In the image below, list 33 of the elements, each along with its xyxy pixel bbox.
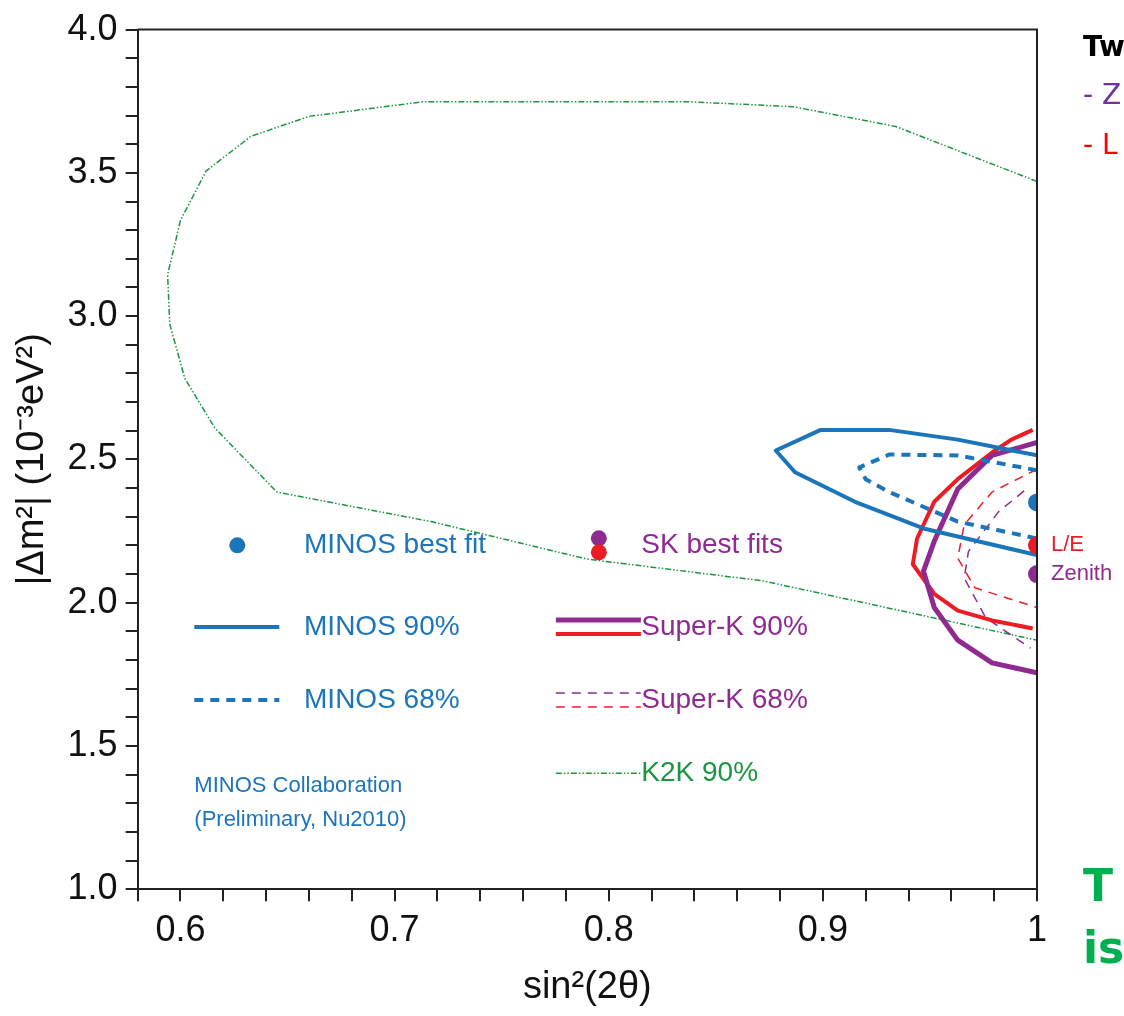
annotation: Zenith xyxy=(1051,560,1113,586)
legend-label: Super-K 90% xyxy=(641,609,808,641)
legend-label: MINOS 68% xyxy=(304,682,460,714)
y-tick-label: 1.0 xyxy=(67,866,118,908)
text: Tw xyxy=(1083,30,1124,63)
y-tick-label: 3.5 xyxy=(67,149,118,191)
x-tick-label: 0.6 xyxy=(155,907,206,949)
text: T xyxy=(1083,860,1114,911)
y-tick-label: 2.0 xyxy=(67,579,118,621)
y-tick-label: 1.5 xyxy=(67,722,118,764)
x-tick-label: 0.7 xyxy=(369,907,420,949)
y-tick-label: 2.5 xyxy=(67,436,118,478)
y-tick-label: 4.0 xyxy=(67,6,118,48)
line-series xyxy=(957,468,1037,609)
x-tick-label: 0.9 xyxy=(797,907,848,949)
legend-label: MINOS best fit xyxy=(304,528,487,560)
legend-label: SK best fits xyxy=(641,528,783,560)
x-axis-title: sin²(2θ) xyxy=(522,963,652,1006)
legend-label: MINOS 90% xyxy=(304,609,460,641)
line-series xyxy=(963,490,1032,649)
text: - Z xyxy=(1083,78,1122,111)
annotation: (Preliminary, Nu2010) xyxy=(194,806,407,832)
text: - L xyxy=(1083,128,1118,161)
text: is xyxy=(1083,922,1124,973)
line-series xyxy=(166,101,1037,641)
legend-label: K2K 90% xyxy=(641,755,759,787)
x-tick-label: 0.8 xyxy=(583,907,634,949)
legend-label: Super-K 68% xyxy=(641,682,808,714)
y-tick-label: 3.0 xyxy=(67,293,118,335)
annotation: L/E xyxy=(1051,531,1085,557)
y-axis-title: |Δm²| (10⁻³eV²) xyxy=(9,333,52,586)
annotation: MINOS Collaboration xyxy=(194,772,403,798)
x-tick-label: 1 xyxy=(1026,907,1048,949)
